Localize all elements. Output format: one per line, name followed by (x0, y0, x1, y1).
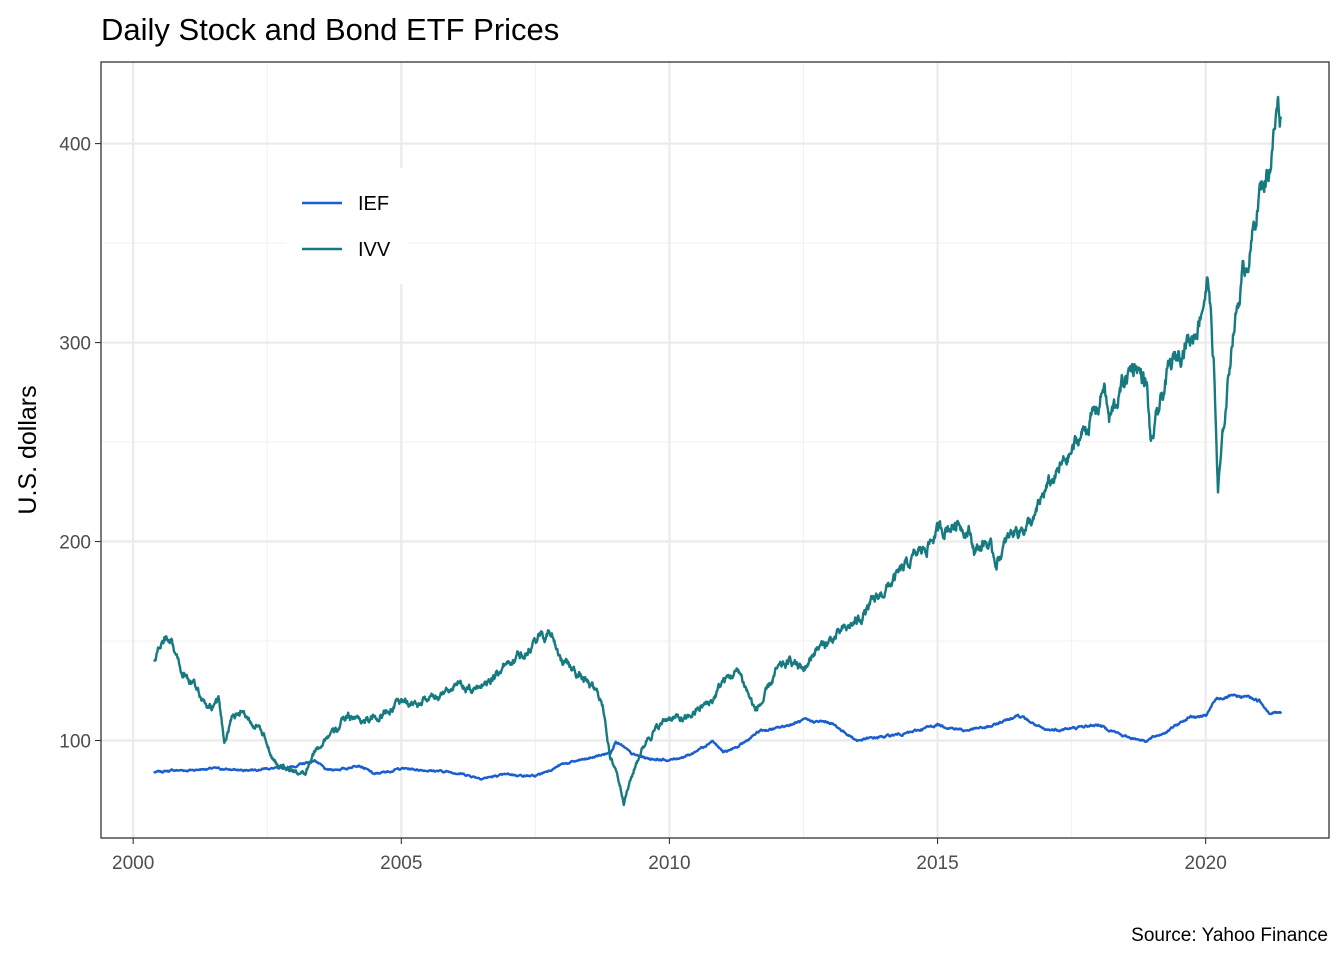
y-tick-label: 300 (59, 334, 91, 355)
caption: Source: Yahoo Finance (1131, 925, 1328, 946)
y-tick-label: 100 (59, 732, 91, 753)
x-tick-label: 2005 (380, 853, 422, 874)
x-tick-label: 2010 (648, 853, 690, 874)
series-line-ief (153, 693, 1282, 781)
legend-label-ivv: IVV (358, 239, 391, 261)
x-tick-label: 2000 (112, 853, 154, 874)
plot-panel: IEF IVV (100, 61, 1330, 839)
y-axis-title: U.S. dollars (14, 385, 42, 514)
x-axis: 2000 2005 2010 2015 2020 (112, 838, 1227, 874)
major-gridlines (101, 62, 1329, 838)
chart-title: Daily Stock and Bond ETF Prices (101, 12, 559, 47)
series-lines (153, 95, 1282, 807)
panel-background (101, 62, 1329, 838)
panel-border (100, 61, 1330, 839)
y-tick-label: 400 (59, 135, 91, 156)
legend-background (286, 168, 408, 284)
y-axis: 100 200 300 400 (59, 135, 101, 753)
series-line-ivv (153, 95, 1282, 807)
y-tick-label: 200 (59, 533, 91, 554)
legend-label-ief: IEF (358, 193, 389, 215)
x-tick-label: 2015 (916, 853, 958, 874)
legend: IEF IVV (286, 168, 408, 284)
x-tick-label: 2020 (1185, 853, 1227, 874)
